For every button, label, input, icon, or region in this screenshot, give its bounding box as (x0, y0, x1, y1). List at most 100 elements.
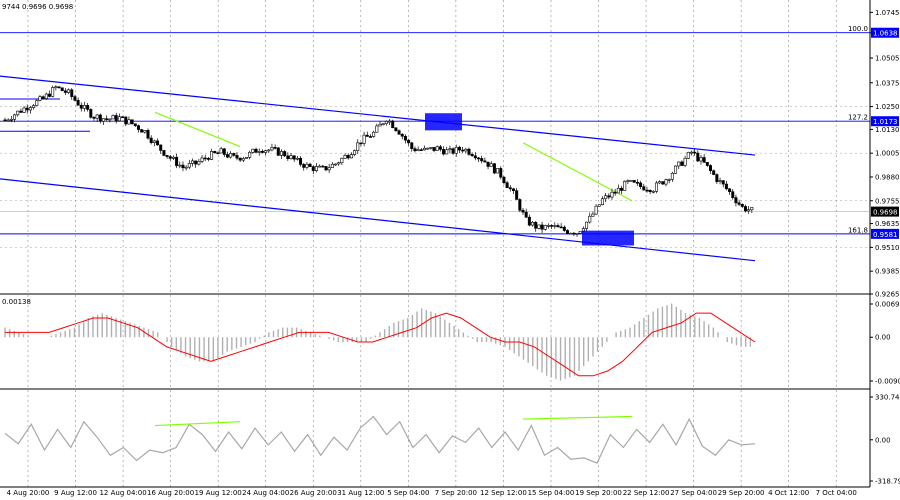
price-label-box (871, 206, 899, 217)
candle-body (600, 198, 604, 205)
candle-body (225, 154, 229, 158)
candle-body (276, 147, 280, 156)
candle-body (689, 151, 693, 154)
candle-body (413, 148, 417, 152)
x-tick-label: 12 Aug 04:00 (99, 489, 146, 497)
lower-channel-line (0, 178, 756, 262)
candle-body (38, 96, 42, 101)
candle-body (362, 134, 366, 144)
candle-body (432, 147, 436, 151)
candle-body (187, 163, 191, 168)
y-tick-label: 1.0250 (875, 103, 900, 111)
candle-body (391, 120, 395, 129)
candle-body (639, 182, 643, 188)
candle-body (108, 118, 112, 121)
candle-body (16, 110, 20, 116)
candle-body (448, 148, 452, 151)
candle-body (130, 119, 134, 125)
candle-body (677, 161, 681, 167)
candle-body (206, 158, 210, 160)
candle-body (213, 151, 217, 154)
candle-body (114, 115, 118, 122)
candle-body (572, 232, 576, 235)
candle-body (543, 225, 547, 230)
candle-body (467, 148, 471, 155)
candle-body (302, 164, 306, 168)
candle-body (578, 230, 582, 234)
x-tick-label: 5 Sep 04:00 (387, 489, 429, 497)
candle-body (79, 104, 83, 109)
candle-body (22, 107, 26, 113)
candle-body (375, 125, 379, 133)
highlight-box (425, 113, 462, 131)
candle-body (305, 163, 309, 168)
candle-body (486, 161, 490, 167)
candle-body (270, 147, 274, 151)
candle-body (435, 146, 439, 151)
candle-body (308, 163, 312, 167)
candle-body (378, 123, 382, 127)
candle-body (368, 136, 372, 138)
candle-body (712, 170, 716, 175)
y-tick-label: 0.9880 (875, 173, 900, 181)
x-tick-label: 26 Aug 20:00 (290, 489, 337, 497)
candle-body (546, 225, 550, 227)
candle-body (651, 190, 655, 193)
candle-body (168, 156, 172, 159)
candle-body (410, 142, 414, 149)
x-tick-label: 19 Sep 20:00 (575, 489, 622, 497)
candle-body (235, 155, 239, 159)
candle-body (588, 215, 592, 223)
candle-body (238, 157, 242, 161)
candle-body (591, 213, 595, 217)
candle-body (102, 118, 106, 122)
upper-channel-line (0, 75, 756, 156)
candle-body (629, 180, 633, 182)
candle-body (13, 114, 17, 120)
candle-body (260, 150, 264, 153)
candle-body (283, 151, 287, 157)
candle-body (400, 133, 404, 137)
divergence-line (154, 111, 241, 148)
candle-body (267, 149, 271, 152)
candle-body (76, 99, 80, 106)
fibo-level-label: 161.8 (848, 226, 868, 234)
candle-body (381, 123, 385, 126)
candle-body (86, 105, 90, 110)
candle-body (521, 209, 525, 213)
y-tick-label: -0.00909 (875, 378, 900, 386)
x-tick-label: 27 Sep 04:00 (670, 489, 717, 497)
candle-body (473, 155, 477, 159)
candle-body (604, 195, 608, 200)
candle-body (470, 154, 474, 157)
candle-body (562, 226, 566, 231)
candle-body (124, 116, 128, 125)
candle-body (67, 89, 71, 93)
candle-body (156, 140, 160, 146)
candle-body (9, 118, 13, 121)
candle-body (121, 116, 125, 119)
highlight-box (582, 230, 634, 246)
fibo-level-label: 127.2 (848, 114, 868, 122)
candle-body (594, 205, 598, 215)
candle-body (734, 197, 738, 204)
candle-body (149, 137, 153, 143)
candle-body (210, 151, 214, 160)
candle-body (353, 150, 357, 155)
candle-body (718, 180, 722, 182)
candle-body (416, 149, 420, 152)
candle-body (384, 121, 388, 125)
candle-body (645, 189, 649, 192)
y-tick-label: 0.0069 (875, 301, 900, 309)
candle-body (346, 154, 350, 159)
candle-body (550, 225, 554, 227)
candle-body (133, 123, 137, 126)
candle-body (394, 127, 398, 131)
candle-body (95, 114, 99, 119)
candle-body (41, 96, 45, 99)
candle-body (658, 181, 662, 184)
price-label-text: 0.9581 (873, 231, 898, 239)
candle-body (620, 187, 624, 191)
candle-body (540, 224, 544, 230)
